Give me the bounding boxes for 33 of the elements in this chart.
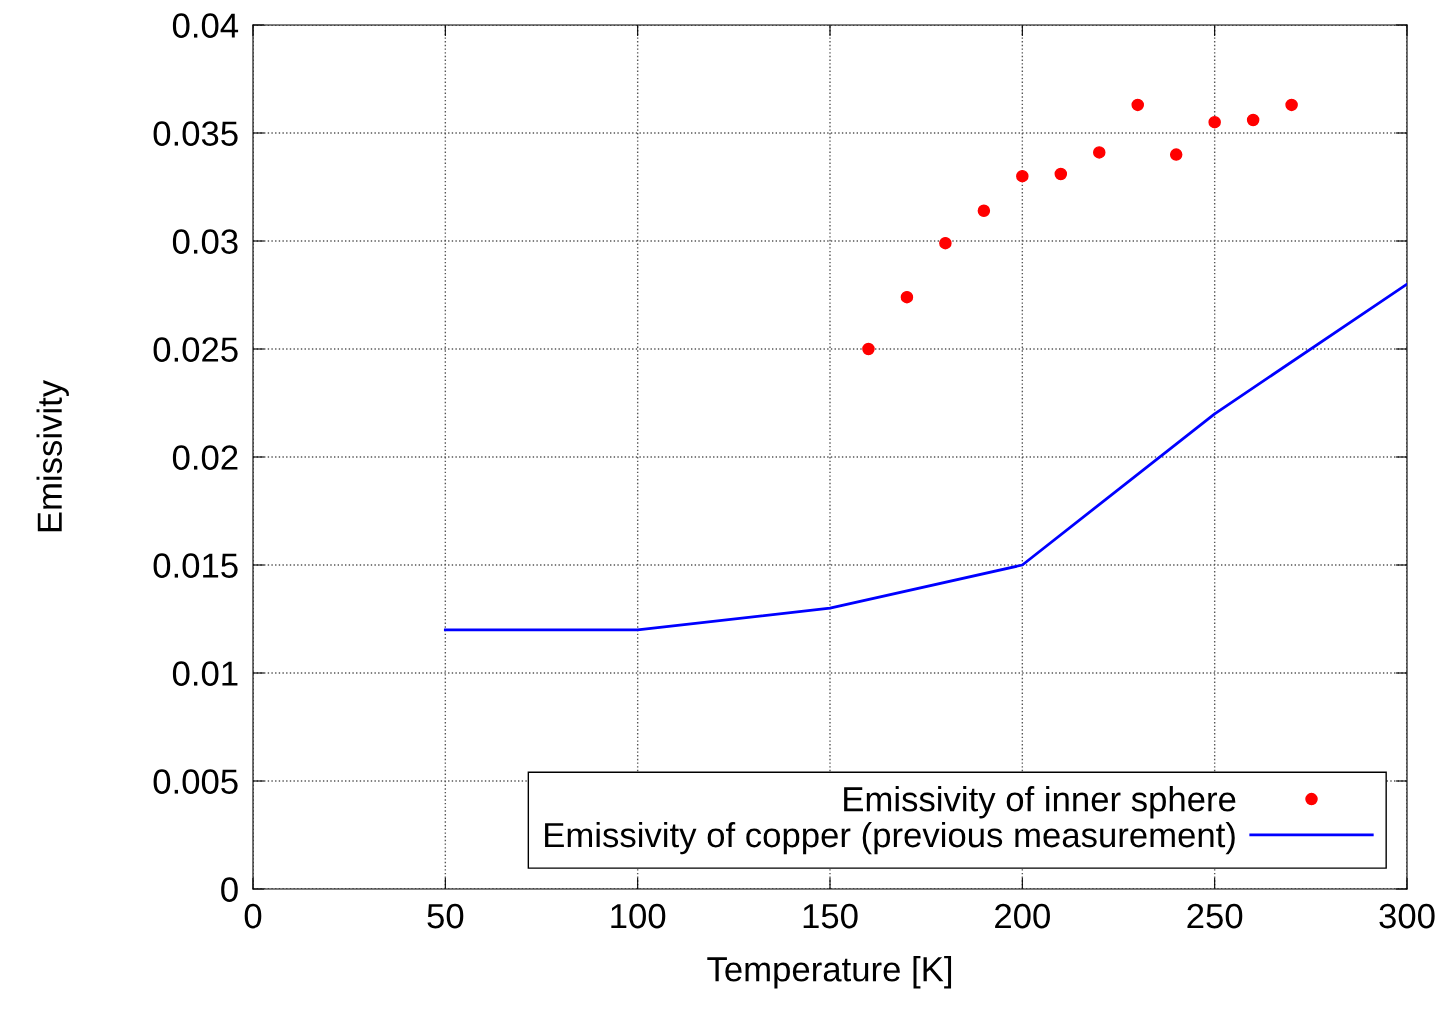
point: [977, 204, 991, 218]
point: [862, 342, 875, 356]
point: [1285, 98, 1298, 112]
y-tick-label: 0.04: [172, 13, 239, 38]
x-tick-label: 0: [244, 903, 262, 929]
x-tick-label: 250: [1187, 903, 1243, 929]
x-axis-title: Temperature [K]: [707, 956, 952, 989]
x-tick-label: 50: [427, 903, 464, 929]
point: [1016, 169, 1029, 183]
point: [1054, 167, 1068, 181]
point: [1208, 115, 1221, 129]
y-tick-label: 0.005: [153, 769, 238, 794]
x-tick-label: 150: [803, 903, 858, 929]
y-tick-label: 0.035: [153, 121, 238, 146]
y-tick-label: 0: [221, 877, 238, 902]
y-tick-label: 0.03: [172, 229, 238, 254]
y-tick-label: 0.01: [172, 661, 238, 686]
point: [1131, 98, 1144, 112]
point: [1246, 113, 1260, 127]
y-tick-label: 0.015: [153, 553, 238, 578]
legend-label: Emissivity of copper (previous measurement): [545, 821, 1235, 855]
point: [1093, 146, 1106, 159]
point: [900, 290, 914, 304]
y-tick-label: 0.025: [153, 337, 238, 362]
y-tick-label: 0.02: [172, 445, 238, 470]
x-tick-label: 200: [995, 903, 1050, 929]
point: [939, 236, 952, 250]
point: [1169, 148, 1183, 161]
x-tick-label: 100: [611, 903, 666, 929]
line-series: [443, 282, 1407, 632]
legend-label: Emissivity of inner sphere: [844, 786, 1236, 819]
x-tick-label: 300: [1379, 903, 1435, 929]
y-axis-title: Emissivity: [36, 379, 69, 532]
